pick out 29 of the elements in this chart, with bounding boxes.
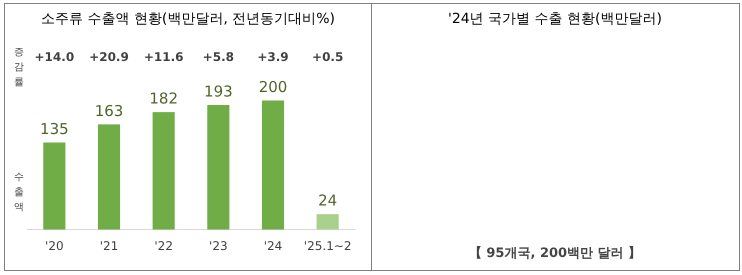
- text: '24년 국가별 수출 현황(백만달러): [447, 10, 663, 28]
- x-tick-label: '20: [45, 238, 64, 253]
- data-label: 163: [94, 102, 124, 120]
- bar: [316, 214, 339, 230]
- data-label: 24: [318, 192, 338, 210]
- chart-title: 소주류 수출액 현황(백만달러, 전년동기대비%): [40, 10, 336, 28]
- data-label: 200: [258, 78, 288, 96]
- text: +20.9: [89, 50, 129, 64]
- bar: [262, 100, 284, 230]
- data-label: 182: [149, 90, 178, 108]
- text: +14.0: [34, 50, 74, 64]
- data-label: 193: [204, 82, 233, 100]
- text: +0.5: [312, 50, 344, 64]
- bar: [207, 105, 230, 230]
- bar: [152, 112, 175, 230]
- bar: [98, 124, 120, 230]
- text: +3.9: [257, 50, 289, 64]
- x-tick-label: '21: [100, 238, 118, 253]
- x-tick-label: '24: [264, 238, 282, 253]
- x-tick-label: '25.1~2: [304, 238, 352, 253]
- text: +11.6: [144, 50, 184, 64]
- text: +5.8: [202, 50, 234, 64]
- text: 【 95개국, 200백만 달러 】: [468, 245, 642, 262]
- x-tick-label: '23: [209, 238, 228, 253]
- bar: [43, 142, 66, 230]
- text: 증감률: [13, 46, 25, 90]
- x-tick-label: '22: [154, 238, 173, 253]
- text: 수출액: [13, 171, 25, 215]
- data-label: 135: [40, 120, 69, 138]
